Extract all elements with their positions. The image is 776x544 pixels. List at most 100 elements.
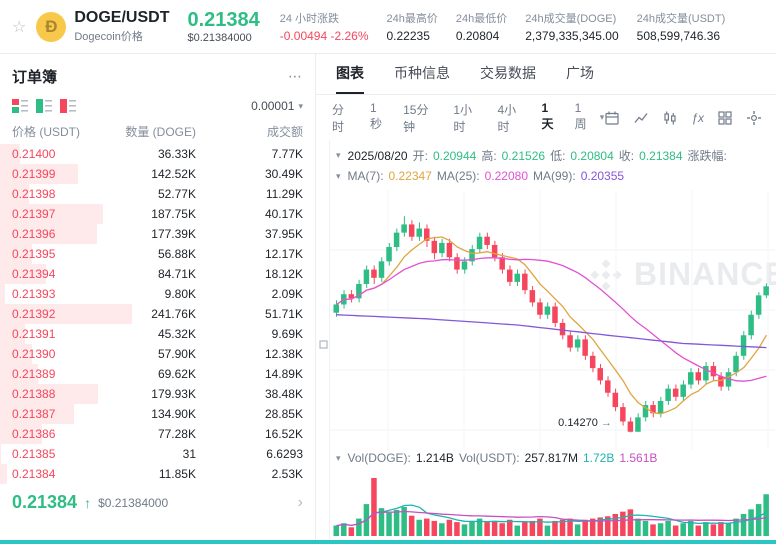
indicators-icon[interactable]: ƒx xyxy=(691,110,704,125)
orderbook-row[interactable]: 0.21397 187.75K 40.17K xyxy=(0,204,315,224)
low-value: 0.20804 xyxy=(570,148,614,163)
orderbook-row[interactable]: 0.21391 45.32K 9.69K xyxy=(0,324,315,344)
orderbook-row[interactable]: 0.21393 9.80K 2.09K xyxy=(0,284,315,304)
ask-price: 0.21387 xyxy=(12,407,56,421)
tab-2[interactable]: 交易数据 xyxy=(480,65,536,81)
ask-total: 40.17K xyxy=(264,207,303,221)
timeframe-6[interactable]: 1周 xyxy=(574,100,587,131)
timeframe-2[interactable]: 15分钟 xyxy=(403,102,429,134)
orderbook-row[interactable]: 0.21399 142.52K 30.49K xyxy=(0,164,315,184)
header-stat: 24h成交量(USDT) 508,599,746.36 xyxy=(637,10,726,43)
orderbook-buy-view-icon[interactable] xyxy=(36,99,52,113)
price-block: 0.21384 $0.21384000 xyxy=(187,9,259,44)
orderbook-default-view-icon[interactable] xyxy=(12,99,28,113)
tab-1[interactable]: 币种信息 xyxy=(394,65,450,81)
stat-label: 24 小时涨跌 xyxy=(279,13,340,25)
open-label: 开: xyxy=(412,149,428,163)
ask-price: 0.21399 xyxy=(12,167,56,181)
ask-price: 0.21396 xyxy=(12,227,56,241)
price-chart[interactable]: 0.14270 → xyxy=(330,190,776,450)
orderbook-row[interactable]: 0.21394 84.71K 18.12K xyxy=(0,264,315,284)
orderbook-row[interactable]: 0.21390 57.90K 12.38K xyxy=(0,344,315,364)
ask-quantity: 9.80K xyxy=(164,287,196,301)
drawing-tool-icon[interactable] xyxy=(319,340,328,349)
column-quantity: 数量 (DOGE) xyxy=(125,125,196,139)
doge-logo-icon: Ð xyxy=(36,11,67,42)
chart-toolbar: 分时 1秒 15分钟 1小时 4小时 1天 1周 ▾ ƒx xyxy=(316,95,776,140)
ask-total: 30.49K xyxy=(264,167,303,181)
orderbook-row[interactable]: 0.21384 11.85K 2.53K xyxy=(0,464,315,484)
orderbook-row[interactable]: 0.21396 177.39K 37.95K xyxy=(0,224,315,244)
favorite-star-icon[interactable]: ☆ xyxy=(12,18,27,36)
ask-total: 38.48K xyxy=(264,387,303,401)
ask-quantity: 45.32K xyxy=(157,327,196,341)
bottom-accent-bar xyxy=(0,540,776,544)
timeframe-4[interactable]: 4小时 xyxy=(497,102,517,134)
binance-logo-icon xyxy=(590,258,622,291)
timeframe-3[interactable]: 1小时 xyxy=(453,102,473,134)
tab-3[interactable]: 广场 xyxy=(566,65,594,81)
grid-layout-icon[interactable] xyxy=(717,110,733,126)
orderbook-row[interactable]: 0.21387 134.90K 28.85K xyxy=(0,404,315,424)
candlestick-icon[interactable] xyxy=(662,110,678,126)
header-stat: 24h最低价 0.20804 xyxy=(456,10,507,43)
calendar-icon[interactable] xyxy=(604,110,620,126)
depth-bar xyxy=(0,284,6,304)
collapse-caret-icon[interactable]: ▾ xyxy=(336,452,341,463)
ask-quantity: 179.93K xyxy=(151,387,196,401)
pair-title: DOGE/USDT xyxy=(74,9,170,26)
vol-ma7-value: 1.72B xyxy=(583,451,615,465)
orderbook-column-headers: 价格 (USDT) 数量 (DOGE) 成交额 xyxy=(0,119,315,144)
column-total: 成交额 xyxy=(266,125,303,139)
more-menu-icon[interactable]: ⋯ xyxy=(288,68,303,84)
ask-total: 18.12K xyxy=(264,267,303,281)
timeframe-1[interactable]: 1秒 xyxy=(370,100,383,131)
ask-price: 0.21388 xyxy=(12,387,56,401)
precision-dropdown[interactable]: 0.00001 ▾ xyxy=(251,99,303,113)
orderbook-row[interactable]: 0.21392 241.76K 51.71K xyxy=(0,304,315,324)
tab-0[interactable]: 图表 xyxy=(336,54,364,94)
orderbook-row[interactable]: 0.21385 31 6.6293 xyxy=(0,444,315,464)
depth-bar xyxy=(0,264,47,284)
timeframe-5[interactable]: 1天 xyxy=(541,100,554,131)
orderbook-last-price-row: 0.21384 ↑ $0.21384000 › xyxy=(0,484,315,513)
ask-price: 0.21400 xyxy=(12,147,56,161)
candlestick-chart-svg xyxy=(330,190,775,450)
depth-bar xyxy=(0,344,32,364)
timeframe-list: 分时 1秒 15分钟 1小时 4小时 1天 1周 xyxy=(332,101,592,135)
pair-subtitle[interactable]: Dogecoin价格 xyxy=(74,31,143,43)
depth-bar xyxy=(0,204,104,224)
settings-gear-icon[interactable] xyxy=(746,110,762,126)
ask-quantity: 134.90K xyxy=(151,407,196,421)
chevron-down-icon: ▾ xyxy=(298,100,303,111)
depth-bar xyxy=(0,384,98,404)
ask-price: 0.21393 xyxy=(12,287,56,301)
ma7-value: 0.22347 xyxy=(388,169,432,183)
orderbook-row[interactable]: 0.21400 36.33K 7.77K xyxy=(0,144,315,164)
depth-bar xyxy=(0,424,43,444)
orderbook-sell-view-icon[interactable] xyxy=(60,99,76,113)
depth-bar xyxy=(0,164,79,184)
low-label: 低: xyxy=(550,149,566,163)
depth-bar xyxy=(0,144,20,164)
volume-chart[interactable] xyxy=(330,470,776,536)
line-chart-icon[interactable] xyxy=(633,110,649,126)
ask-total: 37.95K xyxy=(264,227,303,241)
ask-price: 0.21384 xyxy=(12,467,56,481)
ask-quantity: 31 xyxy=(182,447,196,461)
orderbook-row[interactable]: 0.21386 77.28K 16.52K xyxy=(0,424,315,444)
chevron-right-icon[interactable]: › xyxy=(297,493,303,511)
collapse-caret-icon[interactable]: ▾ xyxy=(336,150,341,160)
orderbook-row[interactable]: 0.21389 69.62K 14.89K xyxy=(0,364,315,384)
orderbook-row[interactable]: 0.21388 179.93K 38.48K xyxy=(0,384,315,404)
collapse-caret-icon[interactable]: ▾ xyxy=(336,170,341,181)
orderbook-row[interactable]: 0.21395 56.88K 12.17K xyxy=(0,244,315,264)
timeframe-0[interactable]: 分时 xyxy=(332,102,345,134)
high-value: 0.21526 xyxy=(501,148,546,163)
chart-area[interactable]: ▾ 2025/08/20 开: 0.20944 高: 0.21526 低: 0.… xyxy=(316,140,776,543)
timeframe-dropdown-caret-icon[interactable]: ▾ xyxy=(599,112,605,122)
depth-bar xyxy=(0,324,26,344)
orderbook-row[interactable]: 0.21398 52.77K 11.29K xyxy=(0,184,315,204)
low-arrow-icon: → xyxy=(600,417,612,430)
